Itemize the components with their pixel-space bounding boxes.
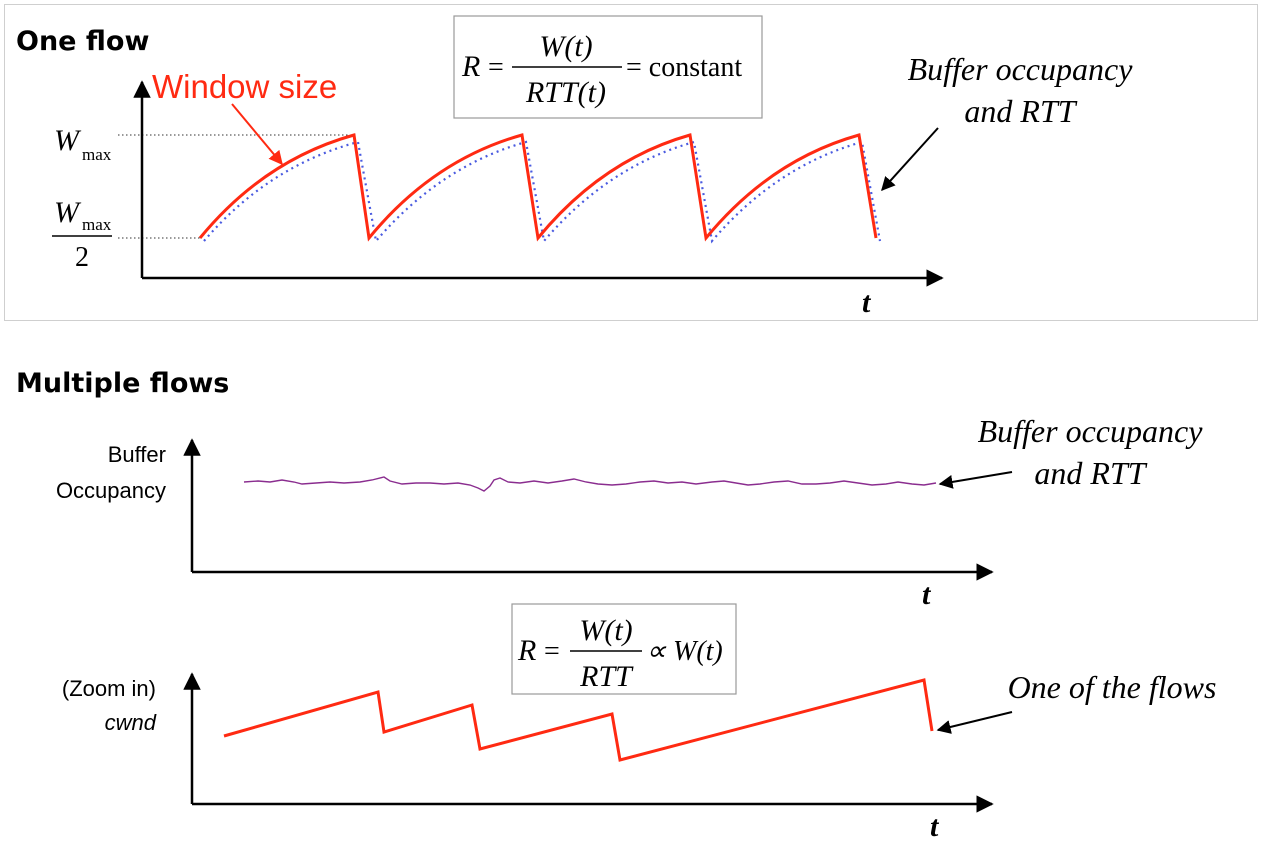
svg-text:RTT: RTT [579, 660, 634, 693]
multi-buffer-annotation-line1: Buffer occupancy [978, 413, 1204, 449]
cwnd-ylabel-line1: (Zoom in) [62, 676, 156, 701]
aggregate-buffer-line [243, 476, 937, 492]
cwnd-ylabel-line2: cwnd [105, 710, 157, 735]
wmax-half-label: W max 2 [52, 196, 112, 273]
svg-text:W(t): W(t) [579, 614, 632, 647]
multiple-flows-title: Multiple flows [16, 368, 229, 399]
buffer-annotation-arrow [881, 127, 939, 192]
svg-text:=: = [488, 52, 504, 83]
window-size-line [198, 133, 878, 242]
multiple-flows-formula: R = W(t) RTT ∝ W(t) [511, 603, 737, 695]
svg-text:∝ W(t): ∝ W(t) [646, 636, 723, 667]
one-of-flows-arrow [936, 711, 1013, 734]
svg-text:max: max [82, 215, 112, 234]
buffer-annotation-line2: and RTT [964, 93, 1077, 129]
svg-text:2: 2 [75, 242, 89, 273]
window-size-arrow [231, 103, 283, 166]
one-of-flows-label: One of the flows [1008, 669, 1217, 705]
buffer-ylabel-line1: Buffer [108, 442, 166, 467]
one-flow-x-label: t [862, 286, 872, 319]
svg-text:W: W [54, 124, 82, 157]
multi-buffer-annotation-line2: and RTT [1034, 455, 1147, 491]
buffer-occupancy-dotted-line [203, 140, 882, 244]
buffer-annotation-line1: Buffer occupancy [908, 51, 1134, 87]
one-flow-formula: R = W(t) RTT(t) = constant [453, 15, 763, 119]
one-flow-title: One flow [16, 26, 149, 57]
svg-text:R: R [517, 634, 536, 667]
cwnd-x-label: t [930, 810, 940, 843]
buffer-ylabel-line2: Occupancy [56, 478, 166, 503]
svg-text:RTT(t): RTT(t) [525, 76, 606, 109]
svg-text:W(t): W(t) [539, 30, 592, 63]
wmax-label: W max [54, 124, 112, 164]
svg-text:=: = [544, 636, 560, 667]
single-flow-cwnd-line [223, 678, 934, 762]
svg-text:R: R [461, 50, 480, 83]
multi-buffer-annotation-arrow [938, 471, 1013, 489]
svg-text:max: max [82, 145, 112, 164]
svg-text:= constant: = constant [626, 52, 742, 83]
buffer-x-label: t [922, 578, 932, 611]
window-size-label: Window size [152, 68, 337, 105]
svg-text:W: W [54, 196, 82, 229]
